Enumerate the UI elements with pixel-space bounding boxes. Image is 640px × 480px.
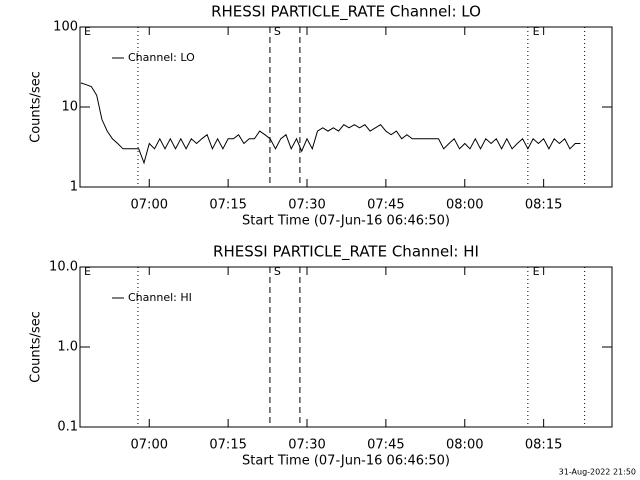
- x-axis-label: Start Time (07-Jun-16 06:46:50): [242, 214, 450, 229]
- x-axis-label: Start Time (07-Jun-16 06:46:50): [242, 454, 450, 469]
- timestamp: 31-Aug-2022 21:50: [559, 468, 636, 477]
- chart-title: RHESSI PARTICLE_RATE Channel: HI: [213, 243, 479, 262]
- y-tick-label: 1: [70, 180, 78, 195]
- y-tick-label: 1.0: [57, 340, 78, 355]
- flag-label: E: [84, 265, 91, 278]
- x-tick-label: 08:00: [446, 438, 483, 453]
- y-tick-label: 100: [53, 20, 78, 35]
- x-tick-label: 07:45: [367, 198, 404, 213]
- flag-label: S: [274, 25, 281, 38]
- x-tick-label: 08:15: [525, 438, 562, 453]
- flag-label: E: [84, 25, 91, 38]
- x-tick-label: 07:45: [367, 438, 404, 453]
- x-tick-label: 07:30: [288, 438, 325, 453]
- y-tick-label: 10.0: [49, 260, 78, 275]
- flag-label: E: [533, 265, 540, 278]
- legend-label: Channel: LO: [128, 51, 195, 64]
- flag-label: S: [274, 265, 281, 278]
- y-tick-label: 10: [61, 100, 78, 115]
- chart-title: RHESSI PARTICLE_RATE Channel: LO: [211, 3, 481, 22]
- x-tick-label: 07:15: [209, 438, 246, 453]
- x-tick-label: 07:00: [131, 198, 168, 213]
- x-tick-label: 07:15: [209, 198, 246, 213]
- legend-label: Channel: HI: [128, 291, 192, 304]
- y-tick-label: 0.1: [57, 420, 78, 435]
- x-tick-label: 07:30: [288, 198, 325, 213]
- x-tick-label: 08:15: [525, 198, 562, 213]
- y-axis-label: Counts/sec: [29, 311, 44, 383]
- y-axis-label: Counts/sec: [29, 71, 44, 143]
- flag-label: E: [533, 25, 540, 38]
- x-tick-label: 07:00: [131, 438, 168, 453]
- data-line: [80, 82, 581, 165]
- x-tick-label: 08:00: [446, 198, 483, 213]
